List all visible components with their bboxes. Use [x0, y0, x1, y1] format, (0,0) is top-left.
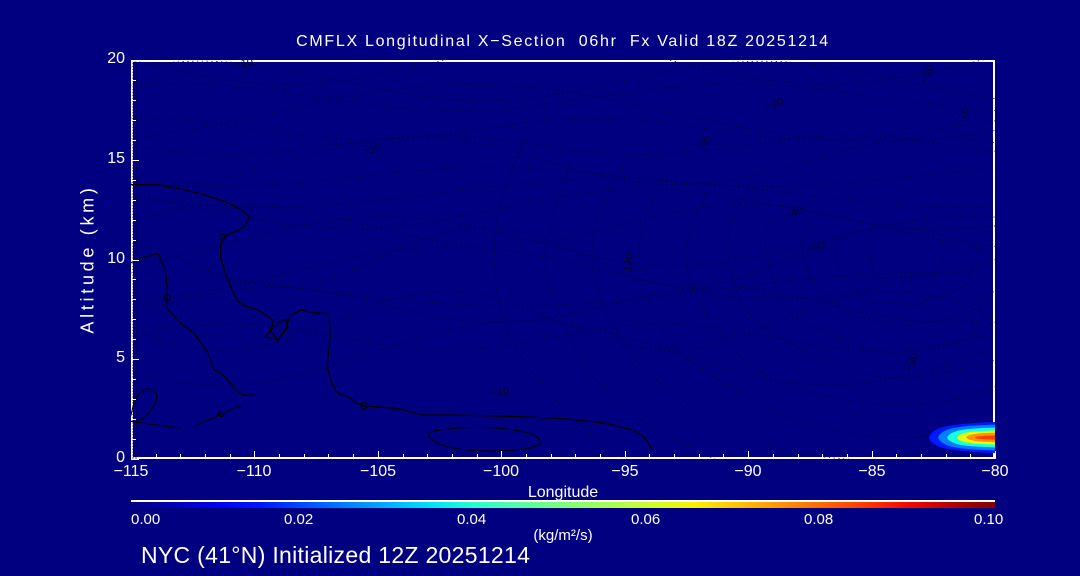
svg-text:−20: −20	[764, 95, 786, 113]
svg-text:−50: −50	[805, 240, 825, 255]
svg-text:−40: −40	[783, 204, 805, 223]
svg-text:−10: −10	[490, 385, 510, 399]
svg-text:−10: −10	[919, 63, 937, 85]
svg-text:−30: −30	[903, 351, 922, 373]
svg-text:−10: −10	[362, 142, 382, 156]
svg-text:120: 120	[622, 253, 636, 272]
svg-text:−30: −30	[693, 134, 714, 150]
svg-text:10: 10	[957, 105, 972, 121]
svg-text:−10: −10	[234, 60, 254, 71]
